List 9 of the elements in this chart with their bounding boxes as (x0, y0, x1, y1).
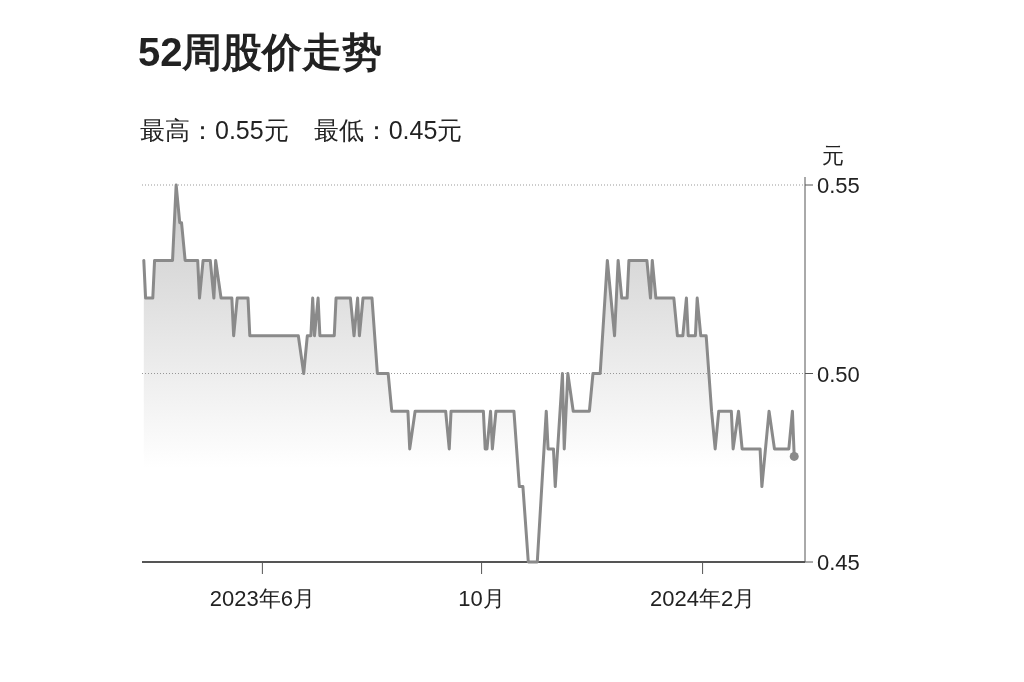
y-tick-label: 0.50 (817, 361, 860, 387)
y-axis-title: 元 (822, 143, 844, 168)
y-tick-label: 0.45 (817, 550, 860, 575)
x-tick-label: 2024年2月 (649, 586, 756, 611)
x-tick-label: 2023年6月 (209, 586, 315, 611)
chart-subtitle: 最高：0.55元 最低：0.45元 (140, 116, 463, 144)
y-tick-label: 0.55 (817, 173, 860, 198)
chart-title: 52周股价走势 (138, 30, 383, 74)
x-tick-label: 10月 (458, 586, 505, 611)
